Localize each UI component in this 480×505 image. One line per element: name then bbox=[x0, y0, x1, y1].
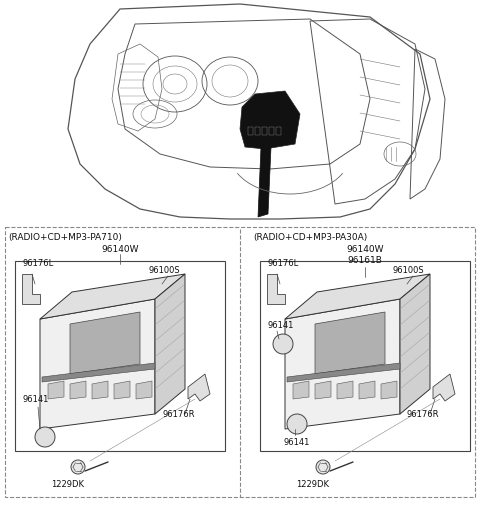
Text: 1229DK: 1229DK bbox=[297, 479, 329, 488]
Polygon shape bbox=[381, 381, 397, 399]
Text: 96100S: 96100S bbox=[148, 266, 180, 274]
Ellipse shape bbox=[287, 414, 307, 434]
Text: 96141: 96141 bbox=[267, 320, 293, 329]
Text: 96140W: 96140W bbox=[346, 244, 384, 254]
Polygon shape bbox=[287, 363, 400, 382]
Text: 96140W: 96140W bbox=[101, 244, 139, 254]
Bar bbox=[262, 128, 267, 136]
Polygon shape bbox=[400, 274, 430, 414]
Bar bbox=[269, 128, 274, 136]
Text: 96176L: 96176L bbox=[22, 259, 53, 268]
Polygon shape bbox=[315, 313, 385, 374]
Text: 96141: 96141 bbox=[22, 394, 48, 403]
Polygon shape bbox=[136, 381, 152, 399]
Ellipse shape bbox=[71, 460, 85, 474]
Bar bbox=[276, 128, 281, 136]
Polygon shape bbox=[359, 381, 375, 399]
Polygon shape bbox=[22, 274, 40, 305]
Text: 96141: 96141 bbox=[283, 437, 310, 446]
Polygon shape bbox=[258, 147, 271, 218]
Text: (RADIO+CD+MP3-PA30A): (RADIO+CD+MP3-PA30A) bbox=[253, 232, 367, 241]
Bar bbox=[15, 262, 225, 451]
Polygon shape bbox=[285, 299, 400, 429]
Text: 96176L: 96176L bbox=[267, 259, 298, 268]
Bar bbox=[260, 262, 470, 451]
Polygon shape bbox=[315, 381, 331, 399]
Polygon shape bbox=[92, 381, 108, 399]
Polygon shape bbox=[155, 274, 185, 414]
Ellipse shape bbox=[316, 460, 330, 474]
Text: 1229DK: 1229DK bbox=[51, 479, 84, 488]
Bar bbox=[5, 228, 475, 497]
Polygon shape bbox=[40, 274, 185, 319]
Polygon shape bbox=[48, 381, 64, 399]
Polygon shape bbox=[337, 381, 353, 399]
Polygon shape bbox=[42, 363, 155, 382]
Polygon shape bbox=[70, 381, 86, 399]
Text: 96176R: 96176R bbox=[162, 409, 194, 418]
Polygon shape bbox=[293, 381, 309, 399]
Polygon shape bbox=[267, 274, 285, 305]
Polygon shape bbox=[40, 299, 155, 429]
Bar bbox=[255, 128, 260, 136]
Polygon shape bbox=[285, 274, 430, 319]
Polygon shape bbox=[70, 313, 140, 374]
Ellipse shape bbox=[35, 427, 55, 447]
Text: 96176R: 96176R bbox=[407, 409, 440, 418]
Text: 96161B: 96161B bbox=[348, 256, 383, 265]
Ellipse shape bbox=[273, 334, 293, 355]
Polygon shape bbox=[433, 374, 455, 401]
Bar bbox=[248, 128, 253, 136]
Polygon shape bbox=[114, 381, 130, 399]
Polygon shape bbox=[188, 374, 210, 401]
Polygon shape bbox=[240, 92, 300, 149]
Text: 96100S: 96100S bbox=[393, 266, 425, 274]
Text: (RADIO+CD+MP3-PA710): (RADIO+CD+MP3-PA710) bbox=[8, 232, 122, 241]
